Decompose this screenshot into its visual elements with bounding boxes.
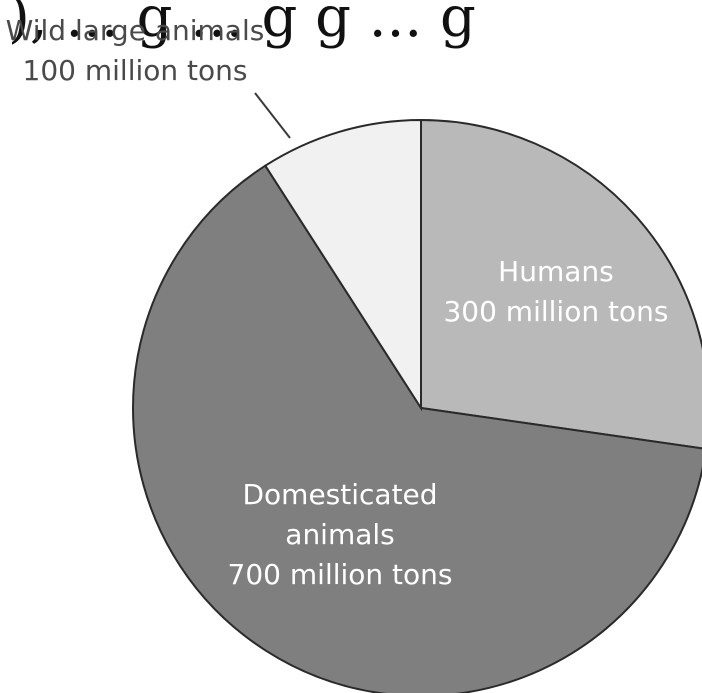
label-humans-line-1: Humans	[498, 255, 614, 288]
label-wild-large-animals-line-1: Wild large animals	[6, 14, 265, 47]
label-domesticated-animals-line-3: 700 million tons	[228, 558, 453, 591]
label-humans: Humans 300 million tons	[443, 255, 668, 328]
label-domesticated-animals-line-2: animals	[285, 518, 394, 551]
top-cropped-text: ), ... g ... g g ... g	[8, 0, 476, 50]
label-wild-large-animals: Wild large animals 100 million tons	[6, 14, 265, 87]
slice-humans	[420, 118, 702, 450]
label-domesticated-animals-line-1: Domesticated	[242, 478, 437, 511]
slice-wild-large-animals	[263, 118, 422, 412]
wild-large-animals-callout-line	[254, 92, 291, 139]
slice-domesticated-animals	[132, 164, 702, 693]
label-humans-line-2: 300 million tons	[443, 295, 668, 328]
label-domesticated-animals: Domesticated animals 700 million tons	[228, 478, 453, 591]
label-wild-large-animals-line-2: 100 million tons	[23, 54, 248, 87]
